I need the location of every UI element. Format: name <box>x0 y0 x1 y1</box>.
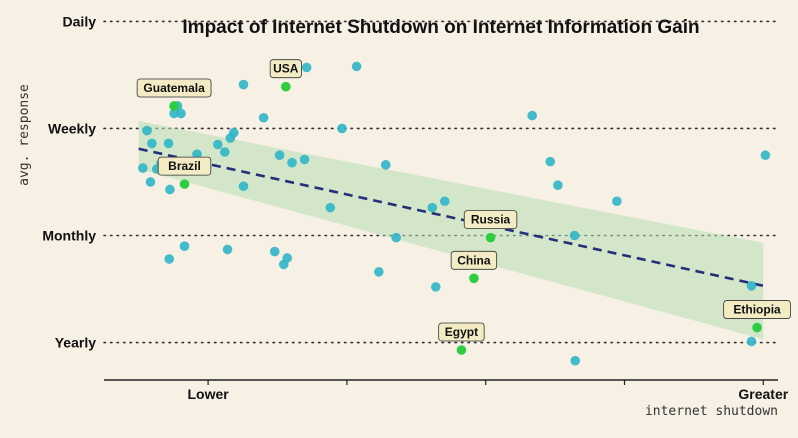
highlighted-point <box>485 232 496 243</box>
data-point <box>228 127 239 138</box>
data-point <box>439 196 450 207</box>
chart-title: Impact of Internet Shutdown on Internet … <box>182 17 699 38</box>
data-point <box>746 336 757 347</box>
data-point <box>165 184 175 195</box>
data-point <box>282 253 293 263</box>
point-label-text: Ethiopia <box>733 303 781 317</box>
y-tick-label: Daily <box>63 13 97 29</box>
point-label-box <box>269 59 302 79</box>
point-label-box <box>136 78 212 98</box>
y-tick-label: Weekly <box>48 120 96 136</box>
point-label-text: USA <box>273 62 299 76</box>
x-axis: Lower Greater <box>104 379 789 402</box>
point-label: Brazil <box>157 156 212 176</box>
data-point <box>176 108 186 119</box>
point-label: China <box>450 250 498 270</box>
data-point <box>269 246 280 257</box>
highlighted-point <box>456 345 467 355</box>
data-point <box>430 282 441 292</box>
data-point <box>213 139 223 150</box>
data-point <box>164 254 175 264</box>
data-point <box>299 154 310 165</box>
point-label-box <box>438 322 485 342</box>
confidence-band <box>138 120 764 340</box>
data-point <box>138 163 148 173</box>
y-tick-labels: Yearly Monthly Weekly Daily <box>42 13 96 350</box>
highlighted-point <box>179 179 190 189</box>
data-point <box>337 123 347 134</box>
data-point <box>222 244 233 255</box>
point-label-text: Guatemala <box>143 81 205 95</box>
data-point <box>301 62 312 73</box>
point-label-box <box>157 156 212 176</box>
point-label-box <box>463 210 518 230</box>
highlighted-points: USA Guatemala Brazil Russia China Egypt Ethiop… <box>136 59 791 355</box>
point-label-text: Russia <box>471 213 511 227</box>
point-label-text: China <box>457 253 491 267</box>
data-point <box>238 181 249 192</box>
point-label: USA <box>269 59 302 79</box>
highlighted-point <box>169 101 179 111</box>
data-point <box>427 202 438 213</box>
data-point <box>760 150 771 161</box>
data-point <box>147 138 157 149</box>
highlighted-point <box>469 273 479 284</box>
data-point <box>179 241 190 251</box>
point-label-text: Brazil <box>168 159 201 173</box>
y-tick-label: Yearly <box>55 335 96 351</box>
highlighted-point <box>281 81 291 92</box>
data-point <box>569 230 580 241</box>
y-axis-label: avg. response <box>17 84 32 186</box>
data-point <box>380 160 391 170</box>
data-point <box>527 110 537 121</box>
data-point <box>612 196 622 207</box>
x-axis-label: internet shutdown <box>645 404 778 419</box>
data-point <box>374 267 384 277</box>
point-label: Guatemala <box>136 78 212 98</box>
data-point <box>238 79 249 90</box>
data-point <box>142 125 152 136</box>
trend-line-group <box>138 147 764 288</box>
data-point <box>258 112 269 123</box>
data-point <box>274 150 285 161</box>
data-point <box>746 281 757 291</box>
point-label: Egypt <box>438 322 485 342</box>
data-point <box>570 355 581 366</box>
data-point <box>391 232 401 243</box>
point-label: Ethiopia <box>723 300 791 319</box>
data-point <box>287 157 297 168</box>
data-point <box>169 108 179 119</box>
data-point <box>163 138 174 149</box>
data-point <box>553 180 563 190</box>
highlighted-point <box>752 322 762 333</box>
point-label-text: Egypt <box>445 325 478 339</box>
y-tick-label: Monthly <box>42 227 96 243</box>
point-label: Russia <box>463 210 518 230</box>
grid-lines <box>103 20 779 344</box>
data-point <box>219 147 230 157</box>
data-point <box>325 202 336 213</box>
x-tick-label: Greater <box>738 386 788 402</box>
x-tick-label: Lower <box>187 386 229 402</box>
point-label-box <box>723 300 791 319</box>
trend-line <box>138 147 764 288</box>
confidence-band-group <box>138 120 764 340</box>
data-point <box>351 61 362 72</box>
data-point <box>545 156 556 167</box>
data-point <box>145 177 156 187</box>
data-point <box>192 149 202 159</box>
point-label-box <box>450 250 498 270</box>
